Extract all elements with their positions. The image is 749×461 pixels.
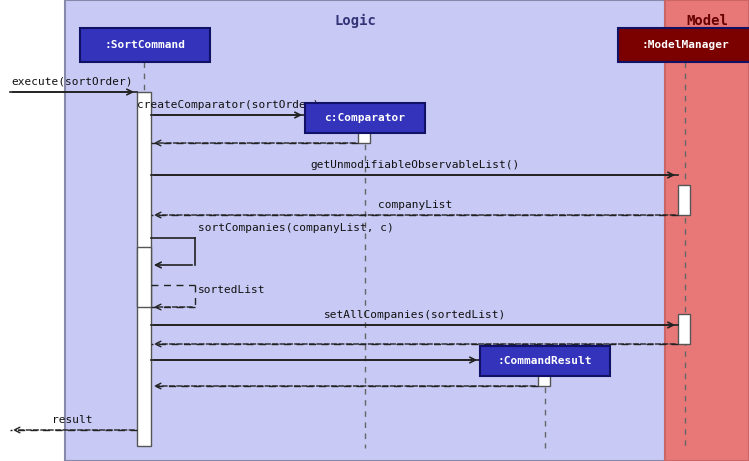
- Text: execute(sortOrder): execute(sortOrder): [11, 77, 133, 87]
- Text: companyList: companyList: [378, 200, 452, 210]
- Text: getUnmodifiableObservableList(): getUnmodifiableObservableList(): [310, 160, 520, 170]
- Text: Model: Model: [686, 14, 728, 28]
- Text: c:Comparator: c:Comparator: [324, 113, 405, 123]
- Text: :ModelManager: :ModelManager: [641, 40, 729, 50]
- Bar: [678, 314, 690, 344]
- Bar: [137, 92, 151, 446]
- Bar: [137, 247, 151, 307]
- Bar: [480, 346, 610, 376]
- Text: result: result: [52, 415, 92, 425]
- Text: sortedList: sortedList: [198, 285, 265, 295]
- Text: :CommandResult: :CommandResult: [498, 356, 592, 366]
- Text: Logic: Logic: [334, 14, 376, 28]
- Text: createComparator(sortOrder): createComparator(sortOrder): [137, 100, 319, 110]
- Bar: [358, 118, 370, 143]
- Bar: [65, 0, 665, 461]
- Text: setAllCompanies(sortedList): setAllCompanies(sortedList): [324, 310, 506, 320]
- Bar: [678, 185, 690, 215]
- Bar: [618, 28, 749, 62]
- Bar: [538, 366, 550, 386]
- Bar: [80, 28, 210, 62]
- Bar: [305, 103, 425, 133]
- Text: :SortCommand: :SortCommand: [105, 40, 186, 50]
- Bar: [665, 0, 749, 461]
- Text: sortCompanies(companyList, c): sortCompanies(companyList, c): [198, 223, 394, 233]
